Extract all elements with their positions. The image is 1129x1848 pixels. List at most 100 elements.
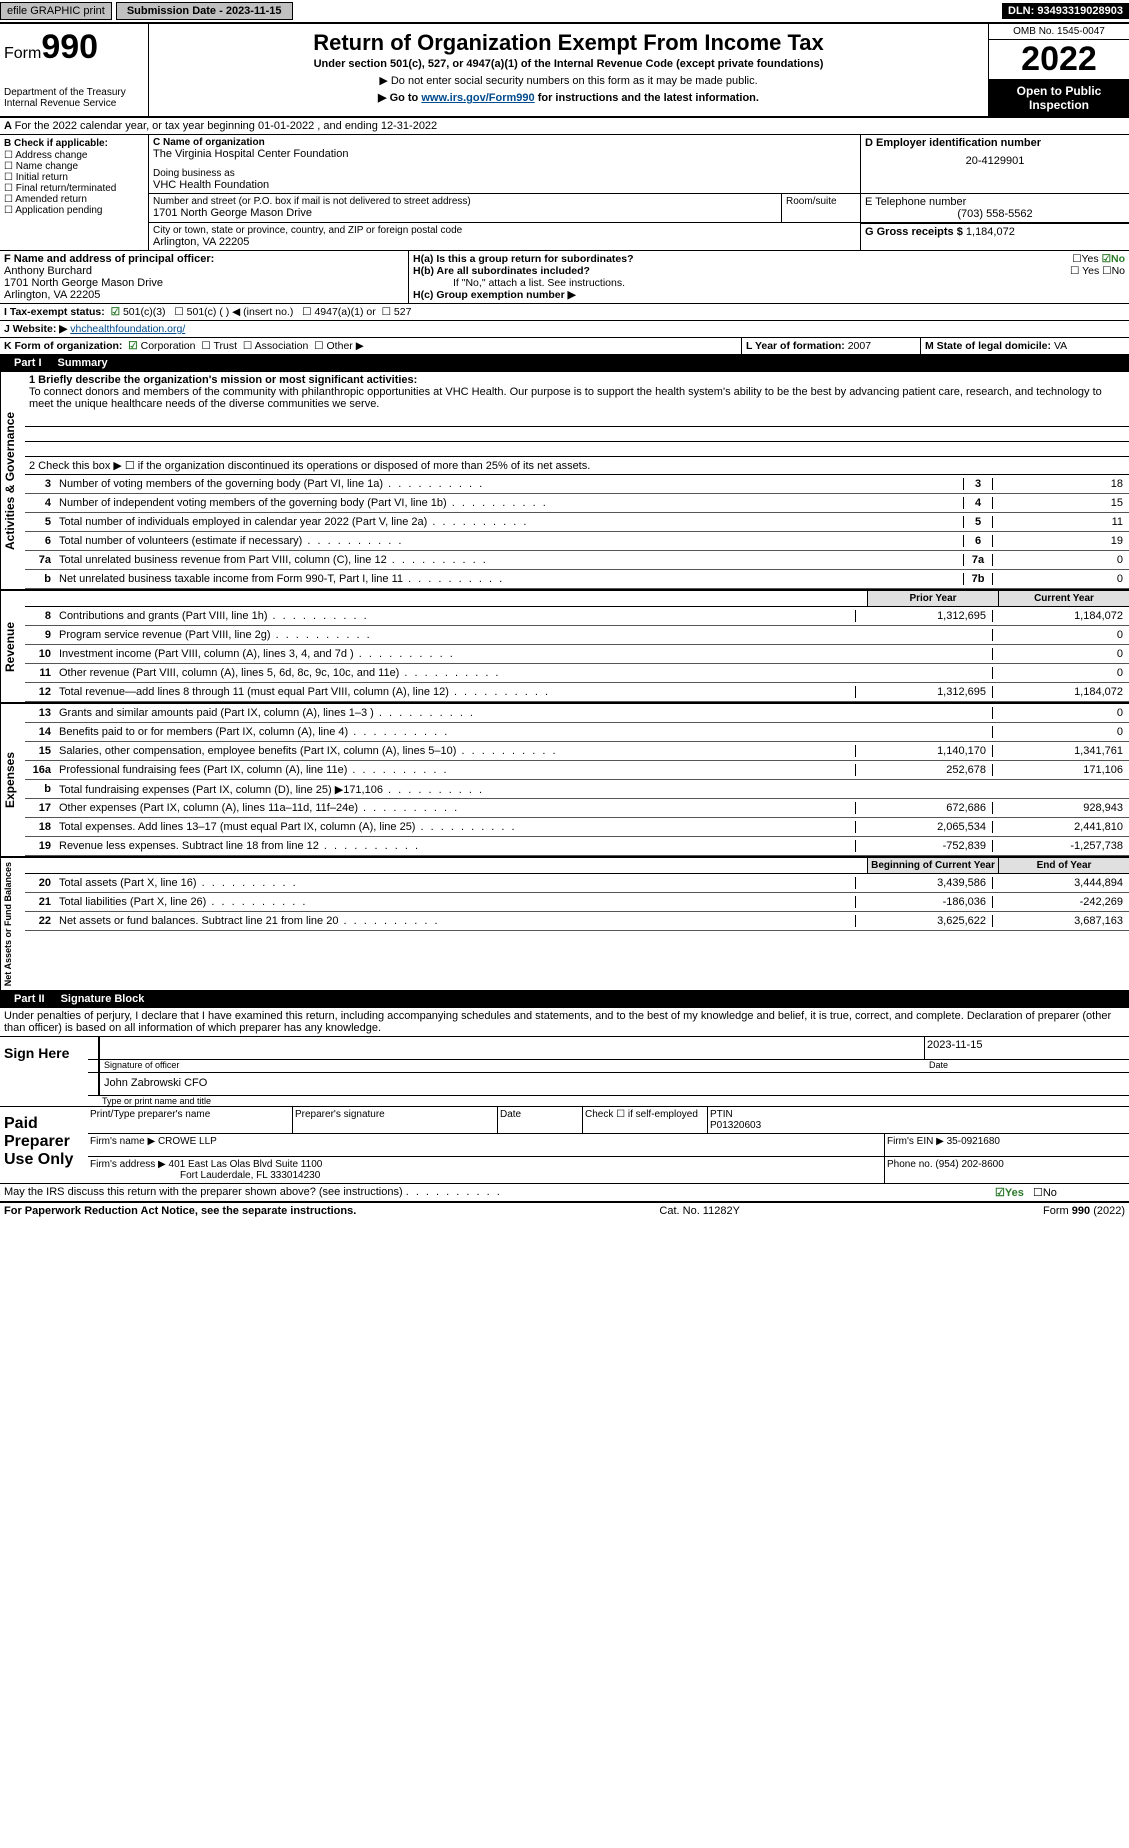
website-link[interactable]: vhchealthfoundation.org/: [70, 323, 185, 335]
k-assoc: Association: [255, 340, 309, 352]
g-label: G Gross receipts $: [865, 226, 963, 238]
revenue-block: Revenue Prior Year Current Year 8Contrib…: [0, 591, 1129, 704]
line-14: 14Benefits paid to or for members (Part …: [25, 723, 1129, 742]
prior-year-header: Prior Year: [867, 591, 998, 606]
k-other: Other ▶: [327, 340, 364, 352]
footer-left: For Paperwork Reduction Act Notice, see …: [4, 1205, 356, 1217]
check-pending[interactable]: Application pending: [4, 205, 144, 216]
line-b: bTotal fundraising expenses (Part IX, co…: [25, 780, 1129, 799]
line-17: 17Other expenses (Part IX, column (A), l…: [25, 799, 1129, 818]
addr-label: Number and street (or P.O. box if mail i…: [153, 196, 777, 207]
ha-yes[interactable]: ☐Yes: [1072, 253, 1099, 265]
hb-yes[interactable]: ☐ Yes: [1070, 265, 1099, 277]
i-4947-check[interactable]: ☐: [302, 306, 311, 318]
hb-note: If "No," attach a list. See instructions…: [413, 277, 1125, 289]
k-corp: Corporation: [141, 340, 196, 352]
dba-label: Doing business as: [153, 168, 856, 179]
header-left: Form990 Department of the Treasury Inter…: [0, 24, 149, 116]
line-b: bNet unrelated business taxable income f…: [25, 570, 1129, 589]
f-label: F Name and address of principal officer:: [4, 253, 404, 265]
expenses-section: 13Grants and similar amounts paid (Part …: [25, 704, 1129, 856]
rev-col-head: Prior Year Current Year: [25, 591, 1129, 607]
hb-label: H(b) Are all subordinates included?: [413, 265, 1070, 277]
line2: 2 Check this box ▶ ☐ if the organization…: [25, 457, 1129, 475]
ha-label: H(a) Is this a group return for subordin…: [413, 253, 1072, 265]
city-label: City or town, state or province, country…: [153, 225, 856, 236]
part1-title: Summary: [58, 357, 108, 369]
discuss-yes[interactable]: ☑Yes: [995, 1187, 1024, 1199]
line-4: 4Number of independent voting members of…: [25, 494, 1129, 513]
k-corp-check[interactable]: ☑: [128, 340, 137, 352]
check-address[interactable]: Address change: [4, 150, 144, 161]
j-label: J Website: ▶: [4, 323, 67, 335]
pp-check[interactable]: Check ☐ if self-employed: [583, 1107, 708, 1133]
firm-name-label: Firm's name ▶: [90, 1136, 155, 1147]
line-19: 19Revenue less expenses. Subtract line 1…: [25, 837, 1129, 856]
check-final[interactable]: Final return/terminated: [4, 183, 144, 194]
note2-post: for instructions and the latest informat…: [535, 92, 759, 104]
form-number: 990: [41, 28, 98, 66]
header-mid: Return of Organization Exempt From Incom…: [149, 24, 988, 116]
check-initial[interactable]: Initial return: [4, 172, 144, 183]
i-501c-check[interactable]: ☐: [174, 306, 183, 318]
k-l-m-row: K Form of organization: ☑ Corporation ☐ …: [0, 338, 1129, 355]
pp-sig-label: Preparer's signature: [293, 1107, 498, 1133]
k-other-check[interactable]: ☐: [314, 340, 323, 352]
begin-year-header: Beginning of Current Year: [867, 858, 998, 873]
i-label: I Tax-exempt status:: [4, 306, 105, 318]
submission-chip: Submission Date - 2023-11-15: [116, 2, 293, 20]
line-13: 13Grants and similar amounts paid (Part …: [25, 704, 1129, 723]
footer-year: (2022): [1093, 1205, 1125, 1217]
officer-addr1: 1701 North George Mason Drive: [4, 277, 404, 289]
paid-preparer-block: Paid Preparer Use Only Print/Type prepar…: [0, 1107, 1129, 1184]
k-trust: Trust: [213, 340, 237, 352]
end-year-header: End of Year: [998, 858, 1129, 873]
line-6: 6Total number of volunteers (estimate if…: [25, 532, 1129, 551]
footer-num: 990: [1072, 1205, 1090, 1217]
tax-year: 2022: [989, 40, 1129, 80]
check-amended[interactable]: Amended return: [4, 194, 144, 205]
part1-header: Part I Summary: [0, 355, 1129, 372]
pp-date-label: Date: [498, 1107, 583, 1133]
i-501c: 501(c) ( ) ◀ (insert no.): [187, 306, 294, 318]
line-12: 12Total revenue—add lines 8 through 11 (…: [25, 683, 1129, 702]
ptin: P01320603: [710, 1120, 761, 1131]
sig-officer-label: Signature of officer: [100, 1060, 925, 1072]
net-section: Beginning of Current Year End of Year 20…: [25, 858, 1129, 990]
mission-text: To connect donors and members of the com…: [29, 386, 1102, 410]
box-j: J Website: ▶ vhchealthfoundation.org/: [0, 321, 1129, 338]
line-22: 22Net assets or fund balances. Subtract …: [25, 912, 1129, 931]
part1-num: Part I: [6, 357, 50, 369]
i-527-check[interactable]: ☐: [382, 306, 391, 318]
k-trust-check[interactable]: ☐: [201, 340, 210, 352]
dba-name: VHC Health Foundation: [153, 179, 856, 191]
d-label: D Employer identification number: [865, 137, 1125, 149]
line-20: 20Total assets (Part X, line 16)3,439,58…: [25, 874, 1129, 893]
form-title: Return of Organization Exempt From Incom…: [153, 30, 984, 56]
k-assoc-check[interactable]: ☐: [243, 340, 252, 352]
state-domicile: VA: [1054, 340, 1067, 352]
line-5: 5Total number of individuals employed in…: [25, 513, 1129, 532]
check-name[interactable]: Name change: [4, 161, 144, 172]
irs-link[interactable]: www.irs.gov/Form990: [421, 92, 534, 104]
discuss-text: May the IRS discuss this return with the…: [4, 1186, 403, 1198]
form-subtitle: Under section 501(c), 527, or 4947(a)(1)…: [153, 58, 984, 70]
line-18: 18Total expenses. Add lines 13–17 (must …: [25, 818, 1129, 837]
note-ssn: ▶ Do not enter social security numbers o…: [153, 74, 984, 87]
ha-no[interactable]: ☑No: [1102, 253, 1125, 265]
sign-here-label: Sign Here: [0, 1037, 88, 1106]
efile-chip: efile GRAPHIC print: [0, 2, 112, 20]
expenses-block: Expenses 13Grants and similar amounts pa…: [0, 704, 1129, 858]
line-16a: 16aProfessional fundraising fees (Part I…: [25, 761, 1129, 780]
side-net: Net Assets or Fund Balances: [0, 858, 25, 990]
ptin-label: PTIN: [710, 1109, 733, 1120]
hb-no[interactable]: ☐No: [1102, 265, 1125, 277]
firm-ein-label: Firm's EIN ▶: [887, 1136, 944, 1147]
i-501c3-check[interactable]: ☑: [111, 306, 120, 318]
discuss-no[interactable]: ☐No: [1033, 1187, 1057, 1199]
part2-header: Part II Signature Block: [0, 991, 1129, 1008]
officer-addr2: Arlington, VA 22205: [4, 289, 404, 301]
mission-line1: [25, 412, 1129, 427]
side-revenue: Revenue: [0, 591, 25, 702]
line-11: 11Other revenue (Part VIII, column (A), …: [25, 664, 1129, 683]
